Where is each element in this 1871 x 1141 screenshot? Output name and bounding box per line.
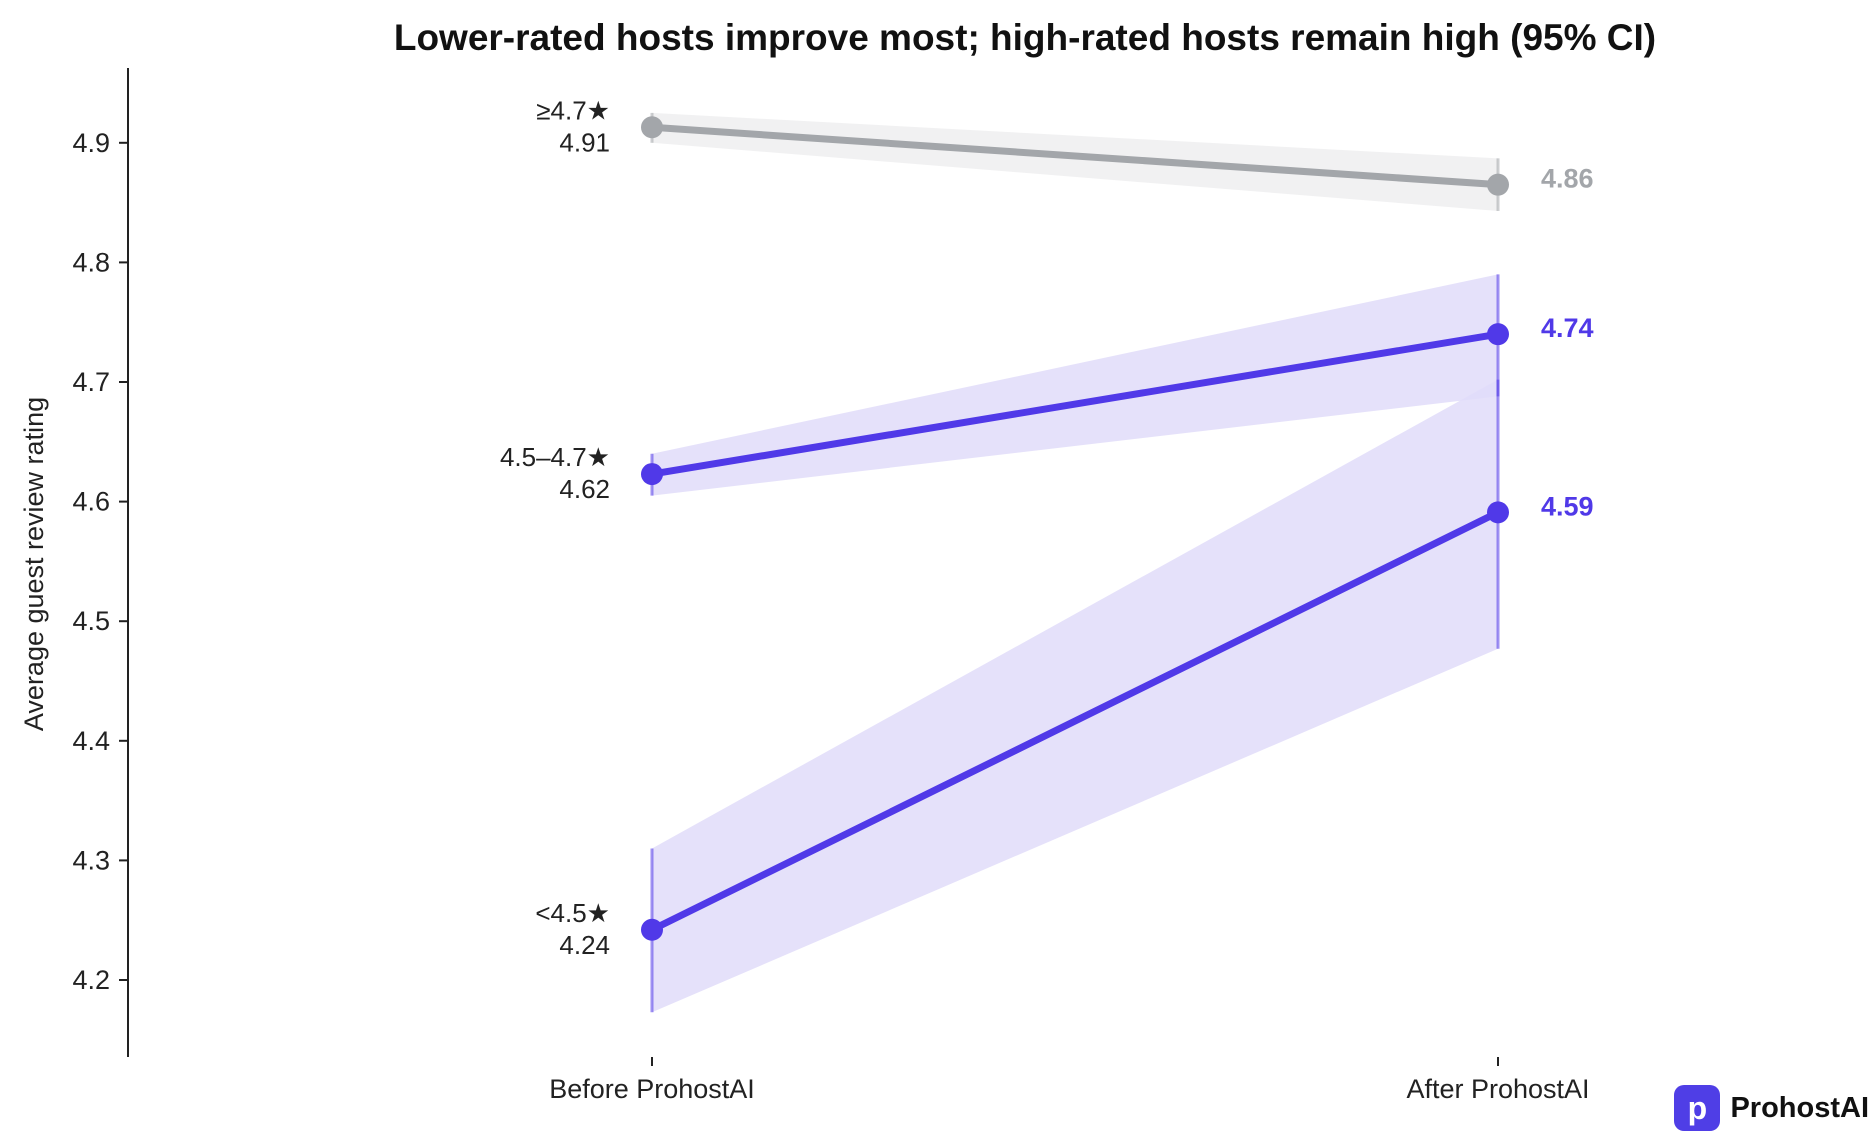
data-point [1487, 323, 1509, 346]
data-point [1487, 173, 1509, 196]
y-tick-label: 4.8 [72, 247, 110, 277]
plot-area: 4.2 4.3 4.4 4.5 4.6 4.7 4.8 4.9 Before ProhostAI… [72, 68, 1594, 1104]
y-tick-label: 4.7 [72, 367, 110, 397]
confidence-band [652, 112, 1498, 211]
x-tick-label: After ProhostAI [1406, 1074, 1589, 1104]
end-value-label: 4.86 [1541, 164, 1594, 194]
group-name-label: ≥4.7★ [536, 95, 610, 125]
end-value-label: 4.74 [1541, 313, 1594, 343]
y-tick-label: 4.6 [72, 487, 110, 517]
chart-title: Lower-rated hosts improve most; high-rat… [394, 17, 1656, 58]
y-tick-label: 4.5 [72, 606, 110, 636]
y-axis-label: Average guest review rating [19, 397, 49, 731]
x-tick-label: Before ProhostAI [549, 1074, 755, 1104]
series-line [648, 508, 1502, 934]
y-tick-label: 4.9 [72, 128, 110, 158]
start-value-label: 4.62 [559, 474, 610, 504]
series-line [648, 330, 1502, 478]
y-tick-label: 4.2 [72, 965, 110, 995]
series-line [648, 123, 1502, 189]
confidence-band [652, 379, 1498, 1013]
brand-logo: p ProhostAI [1674, 1085, 1869, 1131]
data-point [641, 463, 663, 486]
y-tick-label: 4.4 [72, 726, 110, 756]
start-value-label: 4.91 [559, 127, 610, 157]
group-name-label: <4.5★ [535, 898, 610, 928]
y-tick-label: 4.3 [72, 845, 110, 875]
start-value-label: 4.24 [559, 930, 610, 960]
data-point [641, 116, 663, 139]
brand-name: ProhostAI [1730, 1091, 1869, 1124]
data-point [641, 918, 663, 941]
prohostai-logo-icon: p [1674, 1085, 1721, 1131]
group-name-label: 4.5–4.7★ [500, 442, 610, 472]
data-point [1487, 501, 1509, 524]
end-value-label: 4.59 [1541, 491, 1594, 521]
